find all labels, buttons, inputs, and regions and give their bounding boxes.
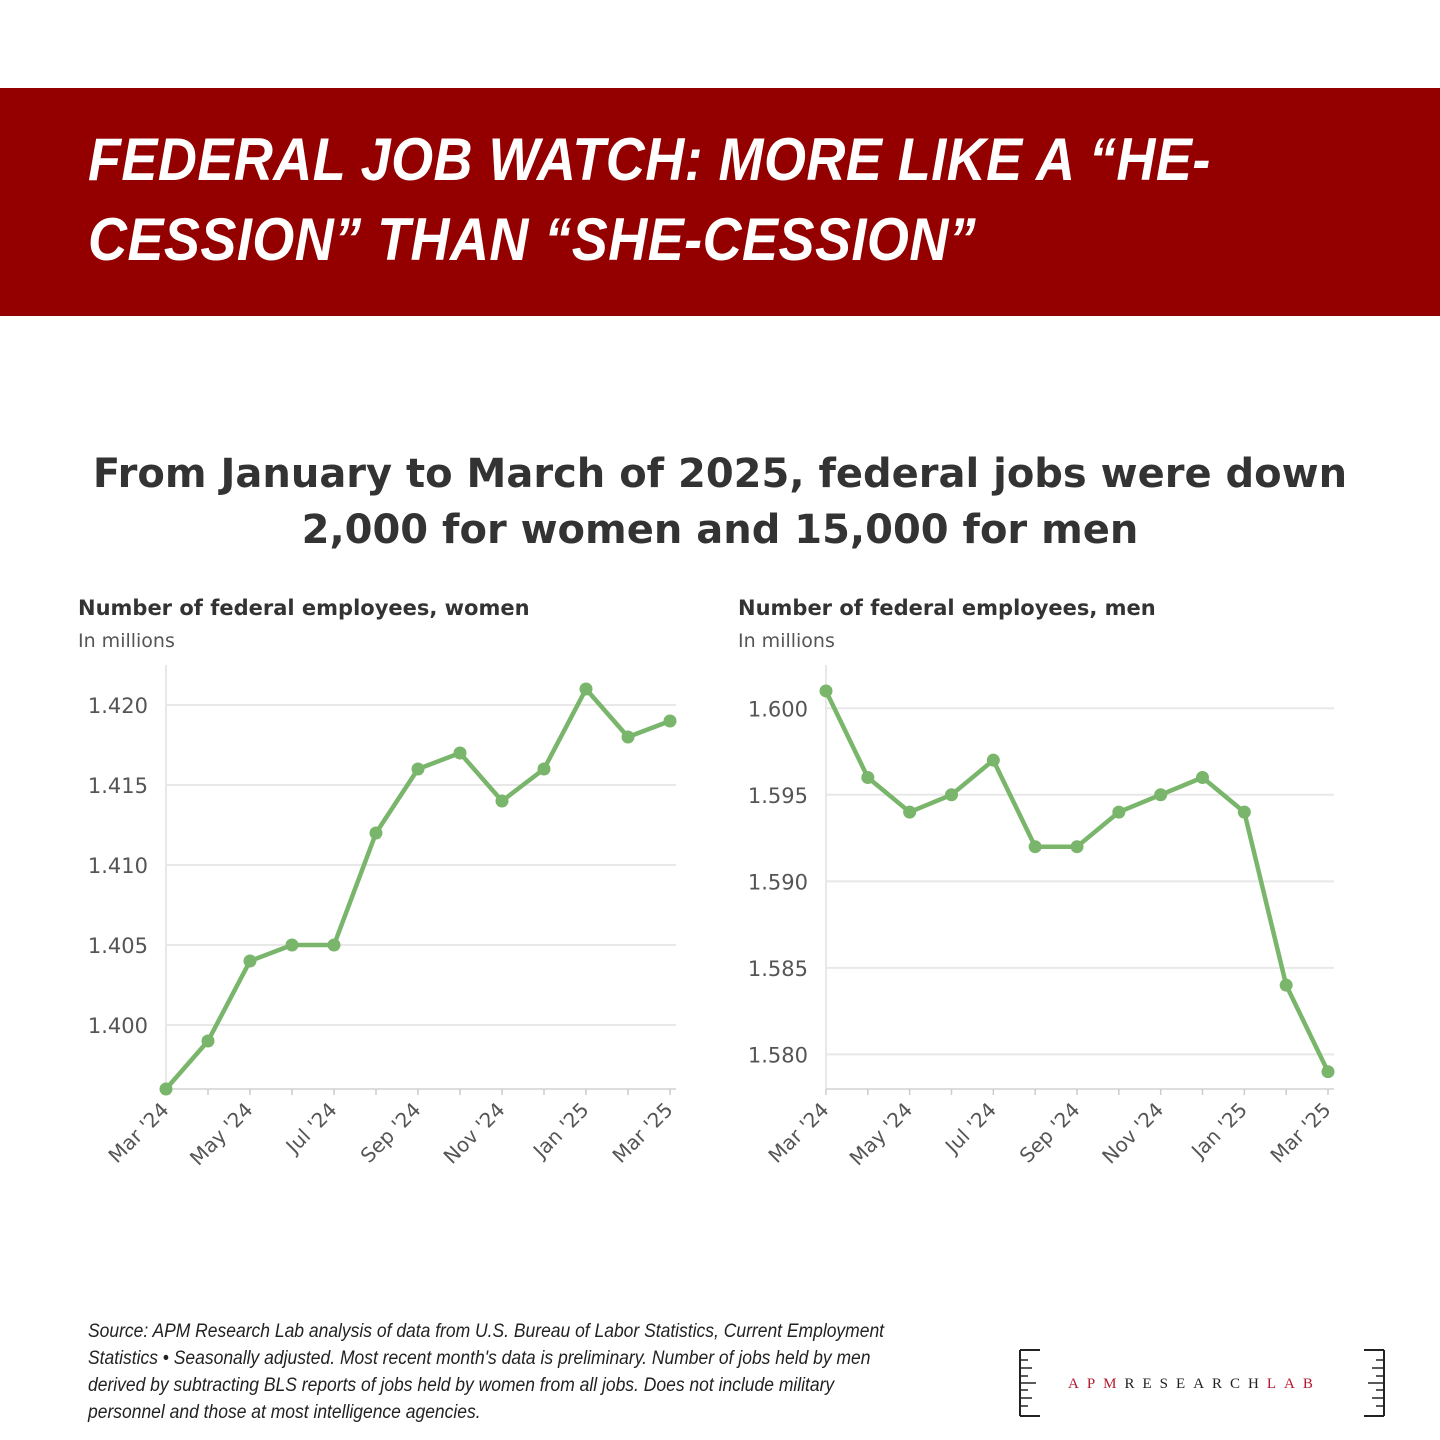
men-x-tick-label: Jan '25 — [1185, 1098, 1252, 1165]
men-chart-title: Number of federal employees, men — [738, 596, 1156, 620]
men-x-tick-label: Jul '24 — [939, 1098, 1001, 1160]
men-data-point — [945, 788, 958, 802]
men-x-tick-label: Mar '24 — [763, 1098, 833, 1168]
men-x-tick-label: May '24 — [845, 1098, 918, 1171]
men-data-point — [1321, 1065, 1335, 1079]
women-data-point — [243, 954, 257, 968]
men-data-point — [986, 753, 1000, 767]
men-x-tick-label: Mar '25 — [1265, 1098, 1335, 1168]
women-data-point — [327, 938, 341, 952]
men-x-tick-label: Sep '24 — [1015, 1098, 1085, 1168]
men-data-point — [1028, 840, 1042, 854]
men-data-point — [903, 805, 917, 819]
men-data-point — [1279, 978, 1293, 992]
men-x-tick-label: Nov '24 — [1097, 1098, 1168, 1169]
men-y-tick-label: 1.585 — [748, 957, 808, 981]
men-data-point — [1237, 805, 1251, 819]
title-banner — [0, 88, 1440, 316]
women-data-point — [201, 1034, 215, 1048]
page-title: FEDERAL JOB WATCH: MORE LIKE A “HE-CESSI… — [88, 126, 1211, 273]
men-data-point — [819, 684, 833, 698]
women-data-point — [159, 1082, 173, 1096]
women-data-point — [285, 938, 299, 952]
logo-ruler-right-icon — [1364, 1349, 1385, 1417]
women-y-tick-label: 1.410 — [88, 854, 148, 878]
women-y-tick-label: 1.405 — [88, 934, 148, 958]
men-data-point — [1154, 788, 1168, 802]
women-data-point — [369, 826, 383, 840]
women-data-point — [579, 682, 593, 696]
women-y-tick-label: 1.420 — [88, 694, 148, 718]
logo-ruler-left-icon — [1019, 1349, 1040, 1417]
women-y-tick-label: 1.415 — [88, 774, 148, 798]
women-data-point — [411, 762, 425, 776]
men-y-tick-label: 1.600 — [748, 697, 808, 721]
women-data-point — [621, 730, 635, 744]
men-y-tick-label: 1.590 — [748, 870, 808, 894]
men-data-point — [861, 770, 875, 784]
women-data-point — [495, 794, 509, 808]
men-data-point — [1196, 770, 1209, 784]
men-y-tick-label: 1.580 — [748, 1043, 808, 1067]
women-data-point — [663, 714, 677, 728]
men-data-point — [1112, 805, 1126, 819]
women-data-point — [537, 762, 551, 776]
women-chart-title: Number of federal employees, women — [78, 596, 530, 620]
women-data-point — [453, 746, 467, 760]
women-chart-subtitle: In millions — [78, 630, 175, 652]
source-note: Source: APM Research Lab analysis of dat… — [88, 1321, 885, 1423]
apm-research-lab-logo: APMRESEARCHLAB — [1068, 1376, 1321, 1392]
men-chart-subtitle: In millions — [738, 630, 835, 652]
women-y-tick-label: 1.400 — [88, 1014, 148, 1038]
men-y-tick-label: 1.595 — [748, 784, 808, 808]
chart-headline: From January to March of 2025, federal j… — [92, 451, 1348, 553]
men-data-point — [1070, 840, 1084, 854]
